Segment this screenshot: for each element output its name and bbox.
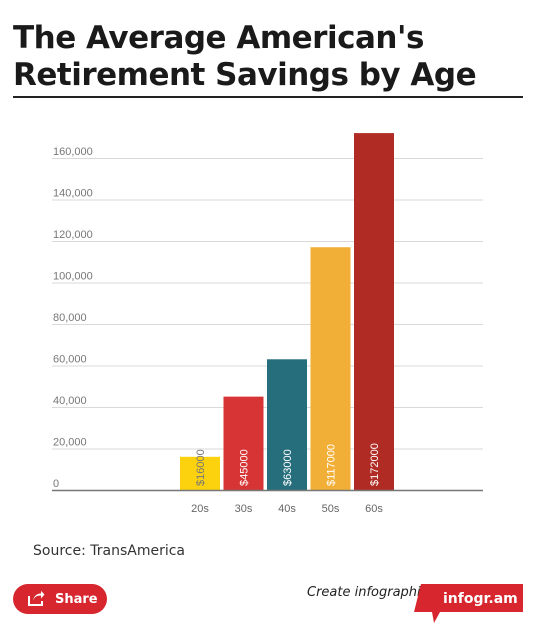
bar-50s xyxy=(310,247,351,490)
bar-30s xyxy=(223,396,264,490)
share-button[interactable]: Share xyxy=(13,584,107,614)
y-tick-label: 100,000 xyxy=(53,271,93,283)
x-tick-label: 20s xyxy=(191,503,209,515)
y-tick-label: 40,000 xyxy=(53,395,87,407)
bar-chart: 0 20,000 40,000 60,000 80,000 100,000 120,000 1… xyxy=(52,133,483,515)
y-tick-label: 0 xyxy=(53,478,59,490)
y-tick-label: 80,000 xyxy=(53,312,87,324)
create-infographics-link[interactable]: Create infographics xyxy=(307,585,435,600)
y-tick-label: 120,000 xyxy=(53,229,93,241)
share-icon xyxy=(28,590,45,606)
y-axis-ticks: 0 20,000 40,000 60,000 80,000 100,000 120,000 1… xyxy=(53,146,93,490)
x-tick-label: 50s xyxy=(322,503,340,515)
bar-value-label: $16000 xyxy=(195,449,207,486)
x-tick-label: 40s xyxy=(278,503,296,515)
title-underline xyxy=(13,96,523,98)
bar-20s xyxy=(180,456,220,490)
source-note: Source: TransAmerica xyxy=(33,543,185,559)
infogram-logo-text[interactable]: infogr.am xyxy=(443,591,518,607)
bar-value-label: $63000 xyxy=(282,449,294,486)
x-axis-ticks: 20s 30s 40s 50s 60s xyxy=(191,503,383,515)
chart-title: The Average American's Retirement Saving… xyxy=(13,20,523,94)
x-tick-label: 30s xyxy=(235,503,253,515)
share-label: Share xyxy=(55,591,98,607)
y-tick-label: 60,000 xyxy=(53,354,87,366)
bar-40s xyxy=(267,359,307,490)
gridlines xyxy=(52,158,483,450)
y-tick-label: 140,000 xyxy=(53,188,93,200)
bar-value-label: $45000 xyxy=(239,449,251,486)
x-tick-label: 60s xyxy=(365,503,383,515)
y-tick-label: 160,000 xyxy=(53,146,93,158)
title-line-2: Retirement Savings by Age xyxy=(13,57,477,93)
y-tick-label: 20,000 xyxy=(53,437,87,449)
bar-value-label: $117000 xyxy=(326,444,338,486)
title-line-1: The Average American's xyxy=(13,20,424,56)
infogram-logo-badge[interactable] xyxy=(414,584,524,624)
bar-60s xyxy=(354,133,394,490)
bar-value-label: $172000 xyxy=(369,443,381,486)
bars: $16000 $45000 $63000 $117000 $172000 xyxy=(180,133,394,490)
